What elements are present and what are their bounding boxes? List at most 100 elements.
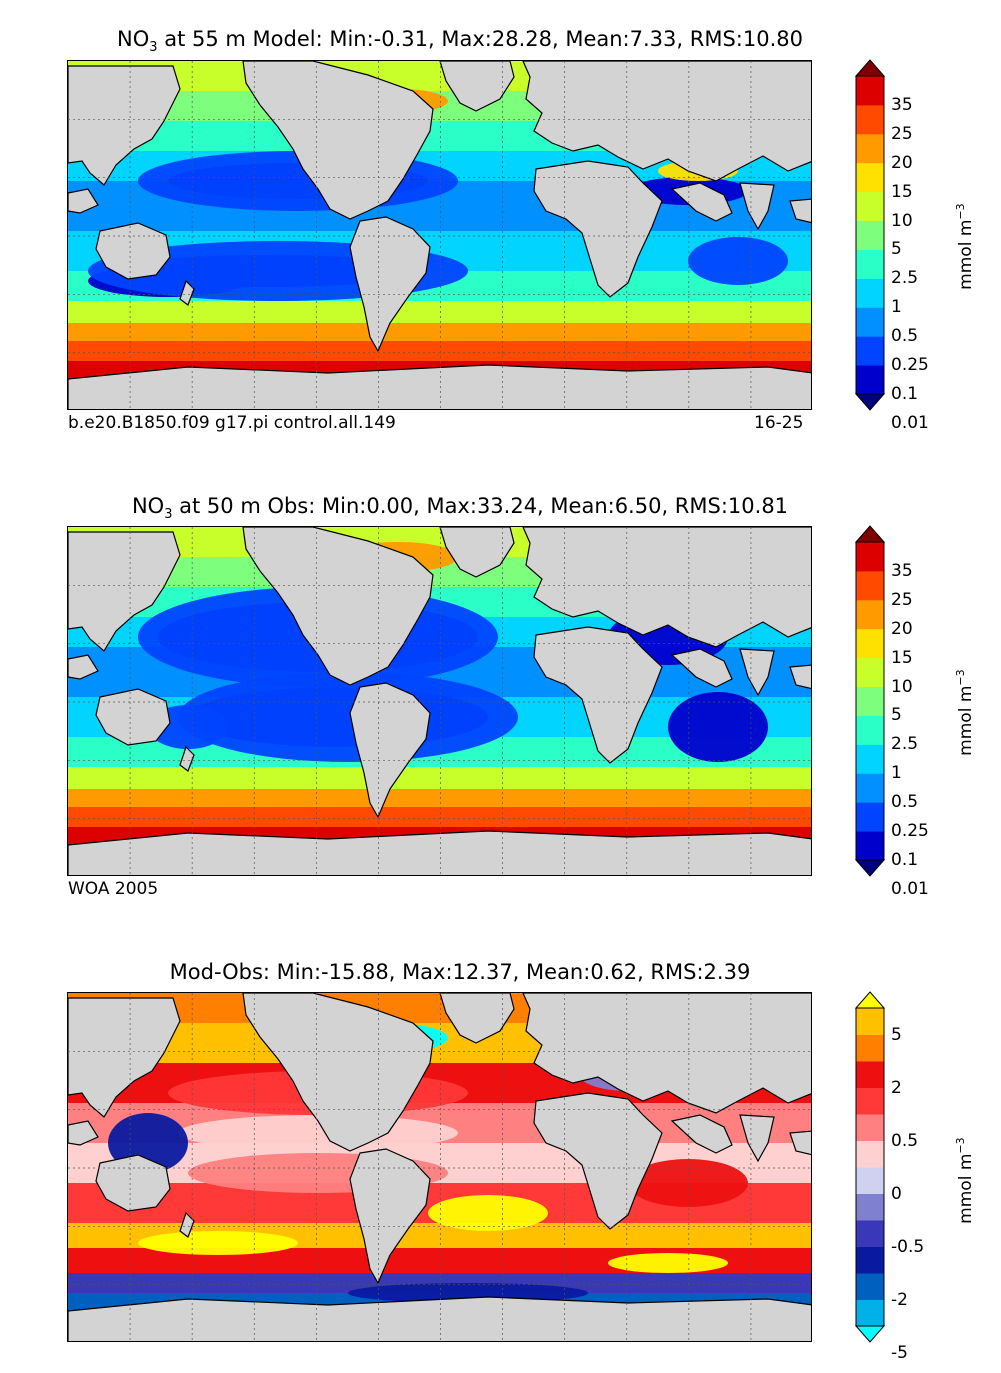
colorbar-segment xyxy=(856,542,884,572)
colorbar-tick-label: 15 xyxy=(891,181,913,202)
colorbar-top-extend xyxy=(854,59,886,77)
land-mass xyxy=(68,188,99,214)
panel2-caption-left: WOA 2005 xyxy=(68,879,159,899)
land-mass xyxy=(522,993,811,1114)
colorbar-tick-label: 20 xyxy=(891,152,913,173)
land-mass xyxy=(739,182,775,231)
land-mass xyxy=(533,160,663,298)
land-mass xyxy=(242,527,434,686)
land-mass xyxy=(242,61,434,220)
colorbar-tick-label: 0.25 xyxy=(891,821,929,842)
panel2-title: NO3 at 50 m Obs: Min:0.00, Max:33.24, Me… xyxy=(0,494,920,522)
field-blob xyxy=(628,1159,748,1207)
field-blob xyxy=(348,1283,588,1303)
colorbar-segment xyxy=(856,220,884,250)
colorbar-segment xyxy=(856,1273,884,1300)
panel1-title-prefix: NO xyxy=(117,27,150,51)
panel2-title-rest: at 50 m Obs: Min:0.00, Max:33.24, Mean:6… xyxy=(172,494,789,518)
land-mass xyxy=(68,997,181,1118)
colorbar-segment xyxy=(856,1167,884,1194)
colorbar-tick-label: 0.1 xyxy=(891,850,919,870)
ocean-band xyxy=(68,1273,811,1293)
colorbar-tick-label: -2 xyxy=(891,1289,908,1310)
colorbar-tick-label: 0.01 xyxy=(891,412,929,433)
colorbar-segment xyxy=(856,628,884,659)
colorbar-segment xyxy=(856,599,884,630)
colorbar-segment xyxy=(856,1114,884,1141)
panel1-title-rest: at 55 m Model: Min:-0.31, Max:28.28, Mea… xyxy=(157,27,803,51)
colorbar-tick-label: 35 xyxy=(891,560,913,581)
colorbar-tick-label: 0 xyxy=(891,1183,902,1204)
land-mass xyxy=(349,1148,431,1285)
colorbar-segment xyxy=(856,1008,884,1035)
colorbar-segment xyxy=(856,1140,884,1168)
colorbar-segment xyxy=(856,570,884,601)
ocean-band xyxy=(68,323,811,341)
colorbar-segment xyxy=(856,657,884,688)
land-mass xyxy=(68,65,181,186)
land-mass xyxy=(68,1120,99,1146)
panel2-map xyxy=(67,526,812,876)
colorbar-bottom-extend xyxy=(854,393,886,411)
colorbar-tick-label: 0.1 xyxy=(891,384,919,404)
colorbar-tick-label: 0.5 xyxy=(891,1130,919,1151)
panel1-caption-right: 16-25 xyxy=(754,413,804,433)
colorbar-tick-label: -5 xyxy=(891,1342,908,1363)
ocean-band xyxy=(68,301,811,323)
colorbar-tick-label: 5 xyxy=(891,239,902,260)
colorbar-tick-label: 25 xyxy=(891,589,913,610)
colorbar-segment xyxy=(856,133,884,164)
colorbar-tick-label: 15 xyxy=(891,647,913,668)
land-mass xyxy=(349,682,431,819)
colorbar-top-extend xyxy=(854,525,886,543)
land-mass xyxy=(242,993,434,1152)
colorbar-tick-label: 1 xyxy=(891,763,902,784)
colorbar-tick-label: 0.5 xyxy=(891,326,919,347)
panel1-map xyxy=(67,60,812,410)
colorbar-segment xyxy=(856,1061,884,1088)
colorbar-segment xyxy=(856,1193,884,1221)
colorbar-bottom-extend xyxy=(854,1325,886,1343)
colorbar-tick-label: 10 xyxy=(891,210,913,231)
colorbar-tick-label: -0.5 xyxy=(891,1236,925,1257)
land-mass xyxy=(670,182,733,222)
field-blob xyxy=(428,1195,548,1231)
panel3-map xyxy=(67,992,812,1342)
colorbar-segment xyxy=(856,802,884,832)
panel3-title: Mod-Obs: Min:-15.88, Max:12.37, Mean:0.6… xyxy=(0,960,920,984)
ocean-band xyxy=(68,789,811,807)
land-mass xyxy=(95,222,171,280)
land-mass xyxy=(68,531,181,652)
colorbar-tick-label: 2.5 xyxy=(891,734,919,755)
land-mass xyxy=(179,745,195,772)
colorbar-segment xyxy=(856,686,884,716)
colorbar-segment xyxy=(856,365,884,395)
field-blob xyxy=(138,1231,298,1255)
land-mass xyxy=(670,648,733,688)
colorbar-top-extend xyxy=(854,991,886,1009)
colorbar-segment xyxy=(856,249,884,279)
land-mass xyxy=(179,1211,195,1238)
panel1-caption-left: b.e20.B1850.f09 g17.pi control.all.149 xyxy=(68,413,396,433)
land-mass xyxy=(739,1114,775,1163)
panel1-colorbar xyxy=(854,59,886,411)
colorbar-tick-label: 10 xyxy=(891,676,913,697)
panel2-title-prefix: NO xyxy=(131,494,165,518)
field-blob xyxy=(178,672,518,762)
field-blob xyxy=(608,1253,728,1273)
land-mass xyxy=(522,527,811,648)
field-blob xyxy=(668,692,768,762)
land-mass xyxy=(789,198,811,224)
ocean-band xyxy=(68,767,811,789)
colorbar-segment xyxy=(856,715,884,745)
land-mass xyxy=(522,61,811,182)
colorbar-segment xyxy=(856,76,884,106)
land-mass xyxy=(68,830,811,875)
colorbar-segment xyxy=(856,1299,884,1327)
land-mass xyxy=(95,688,171,746)
colorbar-tick-label: 0.5 xyxy=(891,792,919,813)
colorbar-tick-label: 2 xyxy=(891,1077,902,1098)
colorbar-bottom-extend xyxy=(854,859,886,877)
field-blob xyxy=(688,237,788,285)
colorbar-tick-label: 5 xyxy=(891,705,902,726)
